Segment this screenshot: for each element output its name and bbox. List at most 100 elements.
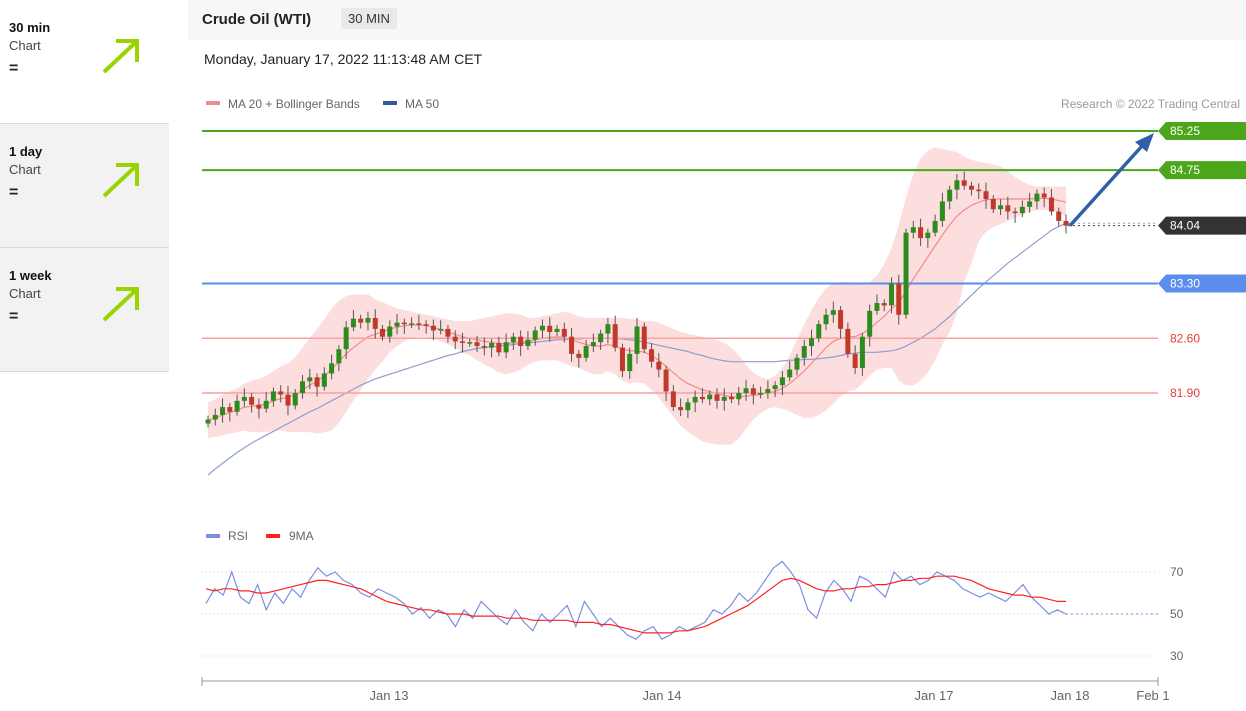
candle-body (561, 328, 567, 337)
candle-body (721, 396, 727, 401)
candle-body (489, 342, 495, 348)
candle-body (670, 391, 676, 408)
time-axis-label: Jan 14 (642, 688, 681, 703)
chart-header: Crude Oil (WTI) 30 MIN (188, 0, 1246, 40)
timeframe-30min[interactable]: 30 min Chart = (0, 0, 169, 124)
candle-body (336, 349, 342, 364)
time-axis-label: Jan 13 (369, 688, 408, 703)
candle-body (263, 400, 269, 409)
candle-body (888, 283, 894, 306)
candle-body (503, 342, 509, 353)
candle-body (430, 325, 436, 331)
candle-body (554, 328, 560, 332)
candle-body (1034, 193, 1040, 202)
candle-body (859, 336, 865, 368)
candle-body (896, 283, 902, 315)
candle-body (401, 322, 407, 325)
candle-body (1063, 220, 1069, 226)
timeframe-sidebar: 30 min Chart = 1 day Chart = 1 week Char… (0, 0, 169, 375)
candle-body (532, 330, 538, 340)
candle-body (496, 342, 502, 353)
candle-body (801, 346, 807, 358)
candle-body (954, 180, 960, 190)
candle-body (423, 324, 429, 326)
timeframe-period: 1 week (9, 268, 52, 283)
candle-body (321, 373, 327, 387)
candle-body (794, 357, 800, 370)
candle-body (932, 220, 938, 233)
candle-body (627, 353, 633, 372)
candle-body (939, 201, 945, 221)
candle-body (976, 189, 982, 192)
candle-body (329, 363, 335, 374)
candle-body (372, 317, 378, 329)
timeframe-sub: Chart (9, 162, 41, 177)
candle-body (968, 185, 974, 190)
trend-up-arrow-icon (102, 287, 139, 322)
timeframe-sub: Chart (9, 286, 41, 301)
candle-body (787, 369, 793, 378)
candle-body (547, 325, 553, 332)
trend-up-arrow-icon (102, 39, 139, 74)
timeframe-1day[interactable]: 1 day Chart = (0, 124, 169, 248)
candle-body (736, 393, 742, 400)
candle-body (350, 318, 356, 328)
candle-body (874, 303, 880, 311)
candle-body (227, 407, 233, 412)
candle-body (358, 318, 364, 323)
rsi-level-label: 70 (1170, 565, 1184, 579)
candle-body (707, 394, 713, 400)
candle-body (663, 369, 669, 392)
pivot-level-tag (1158, 274, 1246, 293)
instrument-title: Crude Oil (WTI) (202, 11, 312, 28)
time-axis-label: Jan 18 (1050, 688, 1089, 703)
candle-body (285, 394, 291, 406)
chart-datetime: Monday, January 17, 2022 11:13:48 AM CET (204, 51, 483, 67)
candle-body (590, 342, 596, 347)
last-price-label: 84.04 (1170, 219, 1200, 233)
candle-body (714, 394, 720, 401)
candle-body (409, 323, 415, 325)
candle-body (743, 388, 749, 393)
candle-body (467, 342, 473, 344)
candle-body (569, 336, 575, 354)
resistance-level-tag (1158, 122, 1246, 140)
candle-body (234, 400, 240, 412)
candle-body (641, 326, 647, 350)
candle-body (539, 325, 545, 331)
candle-body (685, 402, 691, 411)
timeframe-period: 1 day (9, 144, 43, 159)
candle-body (867, 310, 873, 337)
candle-body (758, 393, 764, 395)
candle-body (387, 326, 393, 337)
candle-body (212, 414, 218, 420)
candle-body (1019, 206, 1025, 214)
candle-body (619, 347, 625, 372)
resistance-level-label: 85.25 (1170, 124, 1200, 138)
timeframe-1week[interactable]: 1 week Chart = (0, 248, 169, 372)
candle-body (452, 336, 458, 342)
candle-body (300, 381, 306, 393)
candle-body (983, 191, 989, 200)
candle-body (903, 232, 909, 315)
candle-body (518, 336, 524, 347)
candle-body (990, 199, 996, 210)
candle-body (910, 227, 916, 233)
candle-body (343, 327, 349, 350)
bollinger-band-area (208, 147, 1066, 445)
candle-body (809, 338, 815, 347)
candle-body (772, 385, 778, 390)
rsi-line (205, 560, 1067, 640)
candle-body (205, 419, 211, 424)
candle-body (270, 391, 276, 401)
candle-body (1048, 197, 1054, 212)
interval-badge[interactable]: 30 MIN (341, 8, 397, 29)
candle-body (394, 322, 400, 327)
candle-body (612, 324, 618, 348)
candle-body (961, 180, 967, 186)
candle-body (1012, 211, 1018, 214)
candle-body (779, 377, 785, 386)
legend-label-9ma: 9MA (289, 529, 314, 543)
candle-body (699, 396, 705, 400)
candle-body (598, 333, 604, 343)
